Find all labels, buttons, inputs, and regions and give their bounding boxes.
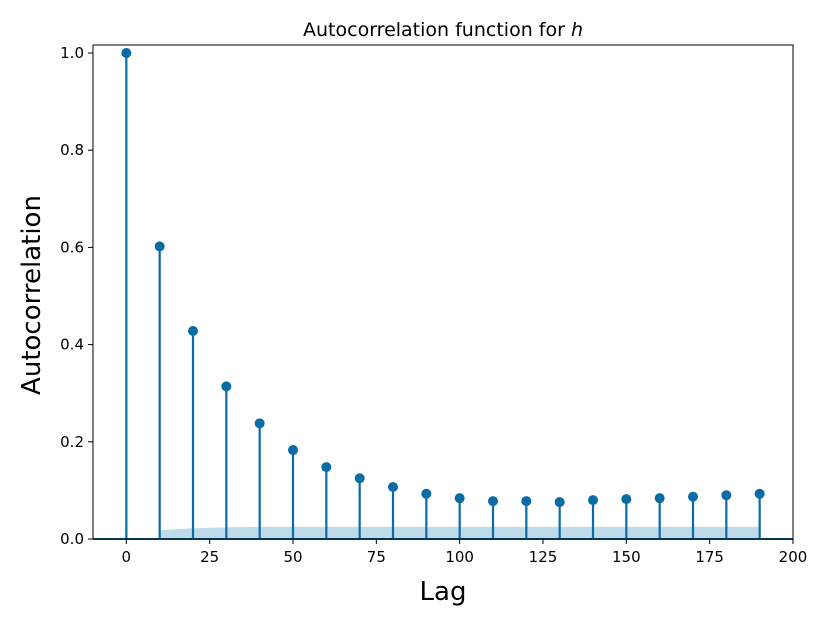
x-tick-label: 0 [122, 548, 132, 566]
x-axis-ticks: 0 25 50 75 100 125 150 175 200 [122, 539, 808, 566]
y-tick-label: 0.0 [60, 530, 84, 548]
acf-marker [521, 496, 532, 507]
acf-marker [621, 494, 632, 505]
plot-frame [92, 44, 794, 540]
x-tick-label: 100 [445, 548, 474, 566]
y-tick-label: 0.6 [60, 238, 84, 256]
x-tick-label: 25 [200, 548, 219, 566]
acf-marker [354, 473, 365, 484]
acf-marker [388, 481, 398, 492]
chart-title: Autocorrelation function for h [303, 19, 583, 41]
chart-title-text: Autocorrelation function for [303, 19, 571, 41]
x-tick-label: 50 [283, 548, 302, 566]
acf-marker [121, 48, 132, 58]
x-tick-label: 150 [612, 548, 641, 566]
acf-marker [154, 241, 165, 252]
acf-marker [188, 325, 198, 336]
acf-marker [554, 497, 565, 508]
acf-marker [221, 381, 232, 392]
y-tick-label: 1.0 [60, 44, 84, 62]
x-tick-label: 200 [779, 548, 808, 566]
acf-marker [488, 496, 498, 507]
y-tick-label: 0.2 [60, 433, 84, 451]
acf-marker [588, 495, 598, 506]
acf-marker [288, 445, 298, 456]
acf-marker [254, 418, 265, 429]
acf-marker [454, 493, 465, 504]
acf-marker [321, 462, 332, 473]
acf-marker [688, 491, 698, 502]
x-tick-label: 125 [529, 548, 558, 566]
acf-marker [754, 488, 765, 499]
acf-marker [654, 493, 665, 504]
y-tick-label: 0.4 [60, 336, 84, 354]
y-axis-ticks: 0.0 0.2 0.4 0.6 0.8 1.0 [60, 44, 93, 548]
x-tick-label: 175 [695, 548, 724, 566]
acf-marker [421, 488, 432, 499]
acf-marker [721, 490, 732, 501]
x-axis-label: Lag [420, 577, 467, 607]
x-tick-label: 75 [367, 548, 386, 566]
stem-layer [121, 48, 765, 539]
axes-frame [92, 44, 794, 540]
y-tick-label: 0.8 [60, 141, 84, 159]
y-axis-label: Autocorrelation [17, 195, 47, 395]
chart-title-variable: h [571, 19, 583, 41]
